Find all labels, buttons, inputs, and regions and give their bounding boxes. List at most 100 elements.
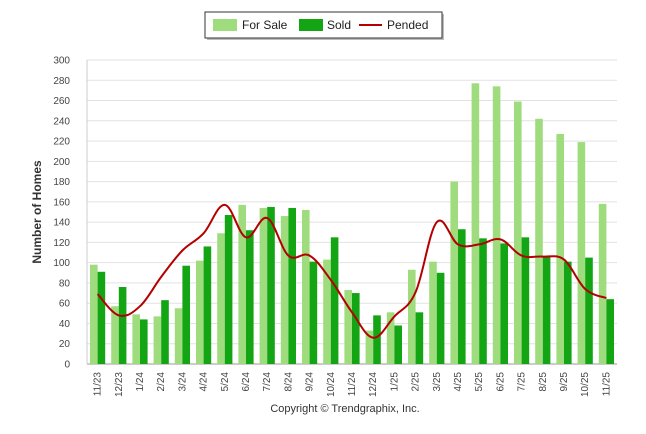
bar-for-sale[interactable] bbox=[598, 203, 607, 364]
bar-for-sale[interactable] bbox=[556, 133, 564, 364]
x-tick-label: 7/25 bbox=[517, 372, 528, 392]
x-tick-label: 6/24 bbox=[241, 372, 252, 392]
y-tick-label: 60 bbox=[59, 299, 71, 310]
x-tick-label: 11/23 bbox=[93, 372, 104, 397]
legend-swatch-sold bbox=[299, 19, 323, 31]
y-tick-label: 240 bbox=[53, 116, 70, 127]
y-tick-label: 100 bbox=[53, 258, 70, 269]
bar-for-sale[interactable] bbox=[238, 204, 246, 364]
x-tick-label: 5/25 bbox=[474, 372, 485, 392]
x-tick-label: 6/25 bbox=[495, 372, 506, 392]
legend[interactable]: For Sale Sold Pended bbox=[204, 11, 444, 40]
bar-sold[interactable] bbox=[415, 312, 424, 364]
legend-label-sold[interactable]: Sold bbox=[327, 18, 351, 32]
y-tick-label: 280 bbox=[53, 76, 70, 87]
bar-sold[interactable] bbox=[267, 206, 275, 364]
bar-sold[interactable] bbox=[288, 207, 296, 364]
bar-for-sale[interactable] bbox=[514, 101, 522, 365]
bar-sold[interactable] bbox=[564, 261, 572, 364]
copyright-credit: Copyright © Trendgraphix, Inc. bbox=[270, 403, 419, 415]
bar-for-sale[interactable] bbox=[217, 233, 225, 364]
x-tick-label: 9/25 bbox=[559, 372, 570, 392]
bars bbox=[90, 83, 614, 365]
bar-sold[interactable] bbox=[458, 229, 466, 364]
x-tick-label: 7/24 bbox=[262, 372, 273, 392]
legend-swatch-for-sale bbox=[213, 19, 237, 31]
bar-sold[interactable] bbox=[118, 286, 127, 364]
x-tick-label: 12/24 bbox=[368, 372, 379, 397]
bar-sold[interactable] bbox=[521, 237, 530, 364]
bar-for-sale[interactable] bbox=[174, 308, 183, 364]
x-tick-label: 1/24 bbox=[135, 372, 146, 392]
bar-sold[interactable] bbox=[500, 243, 508, 364]
pended-line-layer bbox=[96, 203, 607, 339]
bar-for-sale[interactable] bbox=[429, 261, 437, 364]
x-tick-label: 8/25 bbox=[538, 372, 549, 392]
x-tick-label: 12/23 bbox=[114, 372, 125, 397]
bar-for-sale[interactable] bbox=[132, 314, 140, 364]
bar-sold[interactable] bbox=[479, 238, 487, 364]
bar-sold[interactable] bbox=[246, 230, 254, 364]
bar-for-sale[interactable] bbox=[344, 290, 352, 364]
x-tick-label: 10/24 bbox=[326, 372, 337, 397]
bar-for-sale[interactable] bbox=[259, 207, 268, 364]
x-tick-label: 8/24 bbox=[283, 372, 294, 392]
x-tick-label: 3/24 bbox=[177, 372, 188, 392]
bar-for-sale[interactable] bbox=[196, 260, 204, 364]
bar-for-sale[interactable] bbox=[111, 306, 119, 364]
bar-for-sale[interactable] bbox=[153, 316, 162, 364]
bar-sold[interactable] bbox=[309, 261, 318, 364]
bar-sold[interactable] bbox=[373, 315, 381, 364]
y-tick-label: 200 bbox=[53, 157, 70, 168]
bar-sold[interactable] bbox=[97, 271, 106, 364]
bar-for-sale[interactable] bbox=[471, 83, 480, 364]
legend-label-for-sale[interactable]: For Sale bbox=[242, 18, 288, 32]
bar-for-sale[interactable] bbox=[90, 264, 98, 364]
x-tick-label: 11/24 bbox=[347, 372, 358, 397]
y-tick-label: 180 bbox=[53, 177, 70, 188]
x-tick-label: 5/24 bbox=[220, 372, 231, 392]
bar-for-sale[interactable] bbox=[365, 330, 374, 364]
bar-sold[interactable] bbox=[203, 246, 212, 364]
bar-for-sale[interactable] bbox=[302, 209, 310, 364]
bar-for-sale[interactable] bbox=[408, 269, 416, 364]
bar-sold[interactable] bbox=[224, 215, 233, 364]
grid bbox=[86, 59, 617, 365]
y-tick-label: 40 bbox=[59, 319, 71, 330]
bar-sold[interactable] bbox=[182, 265, 190, 364]
bar-for-sale[interactable] bbox=[386, 312, 395, 364]
x-tick-label: 1/25 bbox=[389, 372, 400, 392]
x-axis-ticks: 11/23 12/23 1/24 2/24 3/24 4/24 5/24 6/24 7/24 8/… bbox=[93, 372, 613, 397]
bar-for-sale[interactable] bbox=[492, 86, 501, 364]
y-axis-label: Number of Homes bbox=[30, 160, 44, 264]
bar-for-sale[interactable] bbox=[577, 142, 586, 364]
bar-sold[interactable] bbox=[161, 300, 169, 364]
y-tick-label: 20 bbox=[59, 339, 71, 350]
bar-sold[interactable] bbox=[330, 237, 339, 364]
bar-for-sale[interactable] bbox=[450, 181, 458, 364]
bar-for-sale[interactable] bbox=[535, 118, 543, 364]
x-tick-label: 4/24 bbox=[199, 372, 210, 392]
y-tick-label: 160 bbox=[53, 197, 70, 208]
x-tick-label: 10/25 bbox=[580, 372, 591, 397]
bar-sold[interactable] bbox=[352, 293, 360, 364]
x-tick-label: 11/25 bbox=[601, 372, 612, 397]
bar-for-sale[interactable] bbox=[280, 216, 289, 364]
bar-sold[interactable] bbox=[436, 272, 445, 364]
bar-sold[interactable] bbox=[606, 299, 614, 364]
x-tick-label: 3/25 bbox=[432, 372, 443, 392]
bar-sold[interactable] bbox=[394, 325, 402, 364]
y-tick-label: 140 bbox=[53, 218, 70, 229]
bar-sold[interactable] bbox=[542, 256, 551, 364]
bar-for-sale[interactable] bbox=[323, 259, 331, 364]
series-line-pended[interactable] bbox=[96, 203, 607, 339]
legend-label-pended[interactable]: Pended bbox=[387, 18, 428, 32]
x-tick-label: 4/25 bbox=[453, 372, 464, 392]
y-tick-label: 260 bbox=[53, 96, 70, 107]
bar-sold[interactable] bbox=[140, 319, 148, 364]
y-tick-label: 220 bbox=[53, 137, 70, 148]
bar-sold[interactable] bbox=[585, 257, 593, 364]
y-tick-label: 0 bbox=[64, 360, 70, 371]
